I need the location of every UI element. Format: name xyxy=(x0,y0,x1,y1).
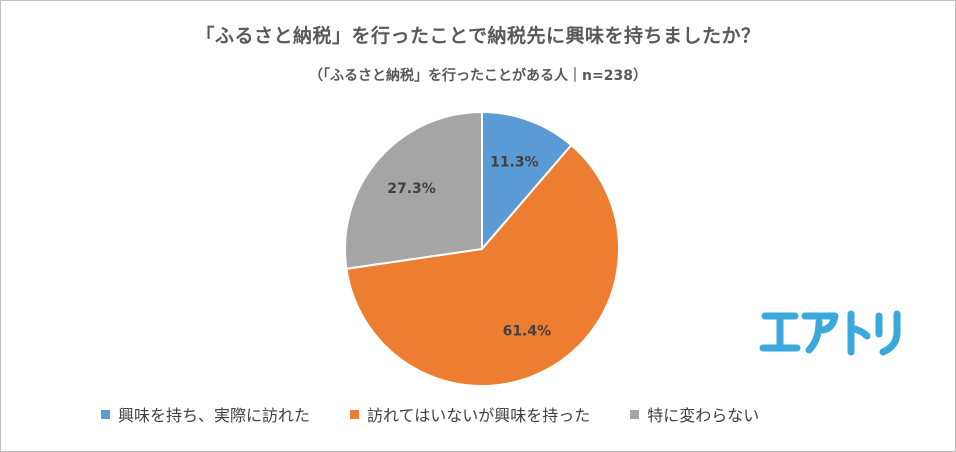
legend-label: 訪れてはいないが興味を持った xyxy=(367,406,591,425)
chart-subtitle: （「ふるさと納税」を行ったことがある人｜n=238） xyxy=(309,68,647,84)
legend-swatch xyxy=(630,409,640,419)
legend-label: 特に変わらない xyxy=(647,406,760,425)
data-label: 61.4% xyxy=(503,324,552,340)
legend-item: 特に変わらない xyxy=(630,402,759,426)
legend-swatch xyxy=(101,409,110,419)
airtrip-logo xyxy=(759,310,901,356)
legend-item: 訪れてはいないが興味を持った xyxy=(350,402,590,426)
pie-slice xyxy=(345,143,620,387)
legend-label: 興味を持ち、実際に訪れた xyxy=(118,406,311,425)
pie-slice xyxy=(344,110,483,270)
legend-swatch xyxy=(350,409,360,419)
chart-title: 「ふるさと納税」を行ったことで納税先に興味を持ちましたか？ xyxy=(195,25,761,47)
legend: 興味を持ち、実際に訪れた 訪れてはいないが興味を持った 特に変わらない xyxy=(101,402,799,426)
pie-slice xyxy=(481,110,573,252)
data-label: 27.3% xyxy=(387,181,436,197)
data-label: 11.3% xyxy=(490,155,539,171)
legend-item: 興味を持ち、実際に訪れた xyxy=(101,402,310,426)
